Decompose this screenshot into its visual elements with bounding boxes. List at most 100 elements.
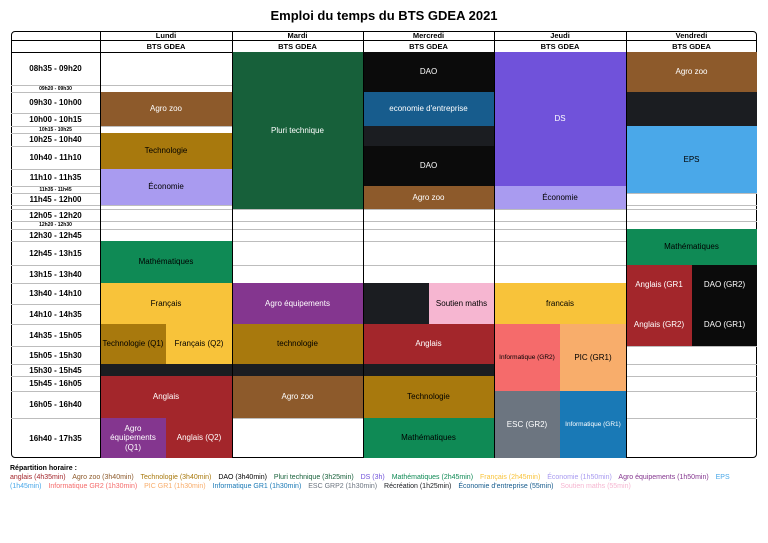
- row-divider: [11, 241, 757, 242]
- legend-item: DS (3h): [360, 474, 385, 481]
- legend-item: Mathématiques (2h45min): [391, 474, 474, 481]
- course-block: [363, 364, 494, 376]
- time-slot-label: 13h40 - 14h10: [29, 289, 82, 298]
- legend-item: Informatique GR1 (1h30min): [212, 483, 302, 490]
- course-block: Anglais: [363, 324, 494, 364]
- course-block: Informatique (GR1): [560, 391, 626, 458]
- legend-item: Récréation (1h25min): [384, 483, 452, 490]
- course-block: Soutien maths: [429, 283, 494, 324]
- course-block: DAO: [363, 146, 494, 186]
- legend-item: anglais (4h35min): [10, 474, 66, 481]
- page-title: Emploi du temps du BTS GDEA 2021: [270, 8, 498, 23]
- course-block: Technologie: [100, 133, 232, 169]
- time-slot-label: 11h45 - 12h00: [29, 194, 82, 204]
- time-slot-label: 12h20 - 12h30: [39, 222, 72, 228]
- legend-title: Répartition horaire :: [10, 465, 77, 472]
- column-divider: [363, 31, 364, 458]
- time-slot-label: 13h15 - 13h40: [29, 269, 82, 279]
- course-block: [626, 92, 757, 126]
- course-block: Français: [100, 283, 232, 324]
- time-slot-label: 11h10 - 11h35: [29, 173, 82, 182]
- course-block: Mathématiques: [363, 418, 494, 458]
- course-block: Agro zoo: [626, 52, 757, 92]
- course-block: Économie: [494, 186, 626, 209]
- time-slot-label: 09h20 - 09h30: [39, 85, 72, 92]
- legend-item: Soutien maths (55min): [560, 483, 631, 490]
- course-block: Anglais (Q2): [166, 418, 232, 458]
- legend-item: Pluri technique (3h25min): [273, 474, 354, 481]
- legend-item: PIC GR1 (1h30min): [144, 483, 206, 490]
- legend-item: ESC GRP2 (1h30min): [308, 483, 378, 490]
- legend-item: Économie d'entreprise (55min): [458, 483, 554, 490]
- course-block: [100, 364, 232, 376]
- legend-item: Français (2h45min): [479, 474, 541, 481]
- row-divider: [11, 221, 757, 222]
- column-divider: [100, 31, 101, 458]
- time-slot-label: 15h05 - 15h30: [29, 350, 82, 360]
- row-divider: [11, 209, 757, 210]
- time-slot-label: 11h35 - 11h45: [39, 186, 72, 193]
- course-block: Agro zoo: [363, 186, 494, 209]
- course-block: DAO (GR1): [692, 304, 757, 346]
- course-block: Informatique (GR2): [494, 324, 560, 391]
- legend-item: Technologie (3h40min): [140, 474, 212, 481]
- course-block: Technologie: [363, 376, 494, 418]
- course-block: Mathématiques: [100, 241, 232, 283]
- time-slot-label: 09h30 - 10h00: [29, 98, 82, 107]
- legend-item: Informatique GR2 (1h30min): [48, 483, 138, 490]
- row-divider: [11, 229, 757, 230]
- course-block: technologie: [232, 324, 363, 364]
- time-slot-label: 10h25 - 10h40: [29, 135, 82, 144]
- class-header: BTS GDEA: [672, 41, 711, 51]
- course-block: Mathématiques: [626, 229, 757, 265]
- course-block: francais: [494, 283, 626, 324]
- course-block: economie d'entreprise: [363, 92, 494, 126]
- class-header: BTS GDEA: [409, 41, 448, 51]
- legend-item: Agro zoo (3h40min): [72, 474, 134, 481]
- legend-item: DAO (3h40min): [218, 474, 267, 481]
- column-divider: [232, 31, 233, 458]
- row-divider: [11, 265, 757, 266]
- legend-item: Agro équipements (1h50min): [618, 474, 709, 481]
- course-block: DS: [494, 52, 626, 186]
- course-block: Anglais (GR2): [626, 304, 692, 346]
- course-block: Agro équipements (Q1): [100, 418, 166, 458]
- course-block: [363, 126, 494, 146]
- course-block: DAO (GR2): [692, 265, 757, 304]
- time-slot-label: 16h05 - 16h40: [29, 400, 82, 409]
- time-slot-label: 15h30 - 15h45: [29, 365, 82, 375]
- course-block: PIC (GR1): [560, 324, 626, 391]
- legend-items: anglais (4h35min) Agro zoo (3h40min) Tec…: [10, 474, 730, 490]
- time-slot-label: 14h10 - 14h35: [29, 309, 82, 319]
- day-header: Lundi: [155, 31, 177, 40]
- time-slot-label: 16h40 - 17h35: [29, 433, 82, 443]
- time-slot-label: 12h05 - 12h20: [29, 210, 82, 220]
- course-block: EPS: [626, 126, 757, 193]
- day-header: Vendredi: [675, 31, 708, 40]
- header-divider: [11, 40, 757, 41]
- class-header: BTS GDEA: [146, 41, 186, 51]
- course-block: ESC (GR2): [494, 391, 560, 458]
- legend-item: EPS (1h45min): [10, 474, 730, 490]
- course-block: Technologie (Q1): [100, 324, 166, 364]
- course-block: DAO: [363, 52, 494, 92]
- course-block: Économie: [100, 169, 232, 205]
- day-header: Mercredi: [412, 31, 445, 40]
- course-block: Agro zoo: [100, 92, 232, 126]
- time-slot-label: 10h00 - 10h15: [29, 115, 82, 124]
- time-slot-label: 10h15 - 10h25: [39, 126, 72, 133]
- legend: Répartition horaire : anglais (4h35min) …: [10, 464, 762, 491]
- time-slot-label: 12h30 - 12h45: [29, 230, 82, 240]
- class-header: BTS GDEA: [278, 41, 317, 51]
- day-header: Mardi: [287, 31, 308, 40]
- legend-item: Économie (1h50min): [547, 474, 612, 481]
- time-slot-label: 15h45 - 16h05: [29, 379, 82, 388]
- course-block: Agro équipements: [232, 283, 363, 324]
- time-slot-label: 10h40 - 11h10: [29, 153, 82, 162]
- class-header: BTS GDEA: [540, 41, 580, 51]
- day-header: Jeudi: [550, 31, 570, 40]
- course-block: Anglais (GR1: [626, 265, 692, 304]
- column-divider: [494, 31, 495, 458]
- time-slot-label: 12h45 - 13h15: [29, 248, 82, 258]
